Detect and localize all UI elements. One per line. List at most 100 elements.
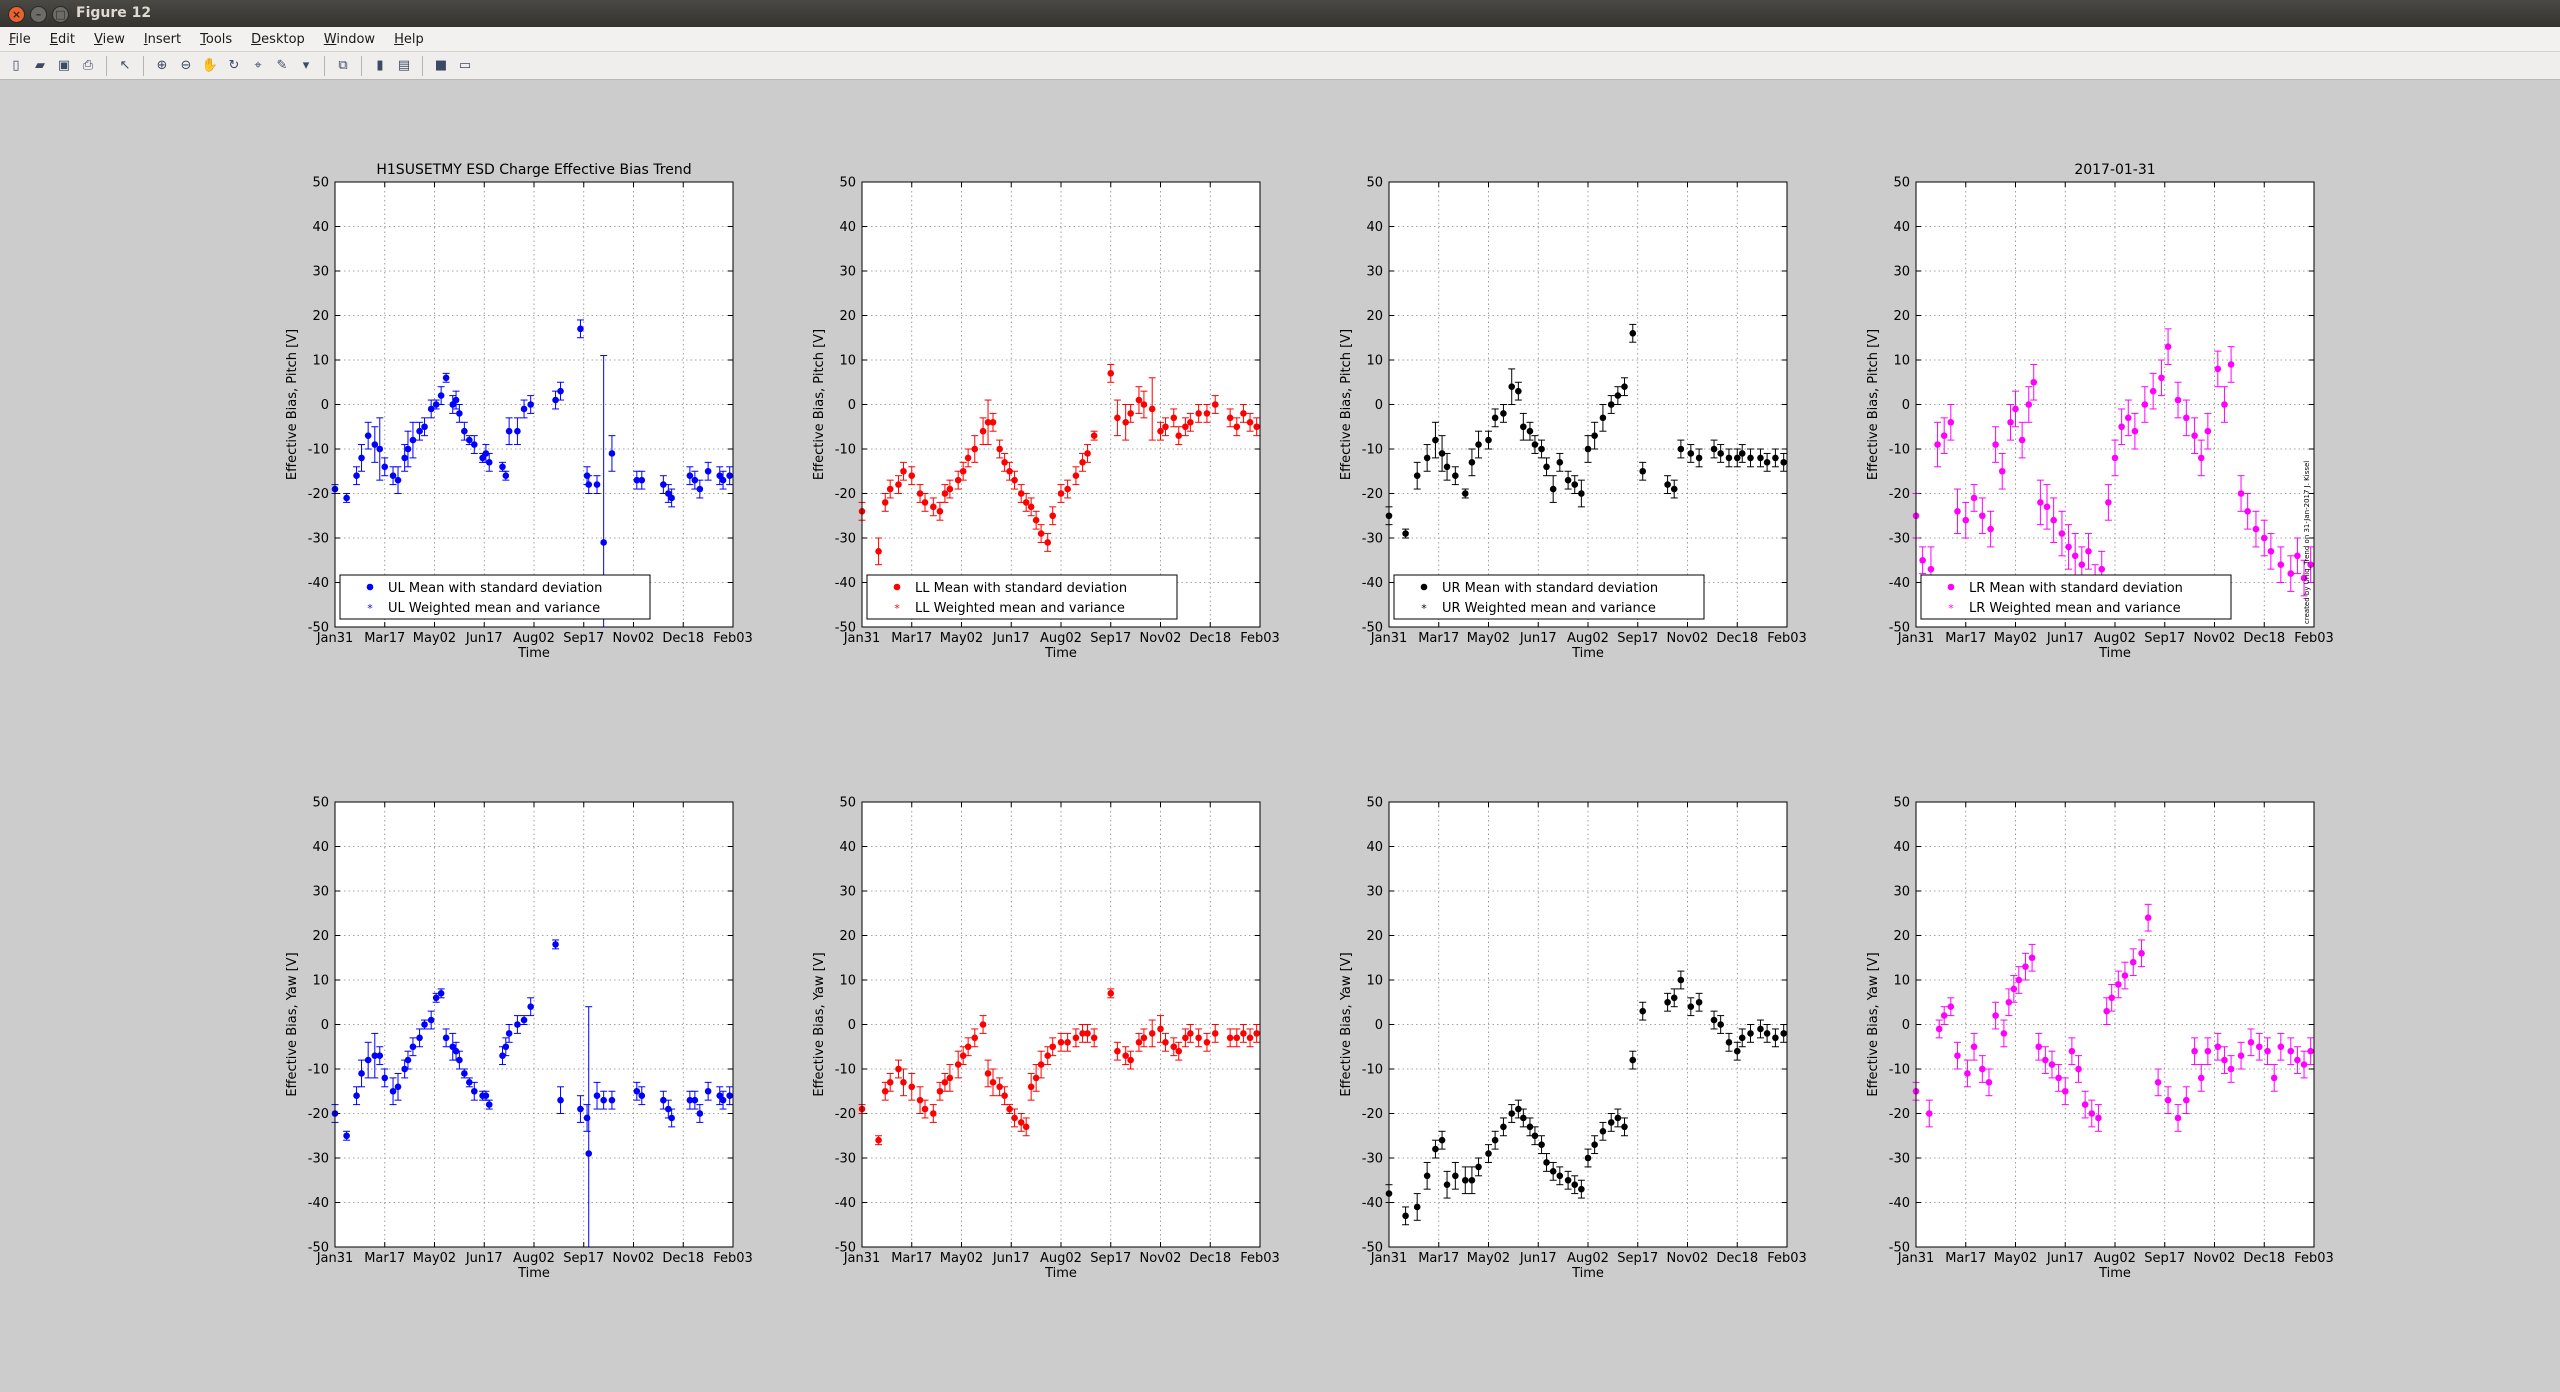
data-point (1413, 472, 1421, 480)
x-tick-label: Dec18 (1716, 1251, 1758, 1266)
brush-dropdown-icon[interactable]: ▾ (302, 58, 310, 73)
link-plot-icon[interactable]: ⧉ (338, 58, 348, 73)
weighted-mean-point: * (344, 494, 349, 505)
menu-view[interactable]: View (93, 31, 125, 47)
open-file-icon[interactable]: ▰ (35, 58, 45, 73)
menu-window[interactable]: Window (323, 31, 376, 47)
toolbar-separator (361, 55, 362, 76)
data-point (482, 1092, 490, 1099)
rotate-3d-icon[interactable]: ↻ (228, 58, 240, 73)
save-icon[interactable]: ▣ (57, 58, 71, 73)
weighted-mean-point: * (1609, 1118, 1614, 1129)
data-cursor-icon[interactable]: ⌖ (254, 58, 262, 73)
data-point (1443, 463, 1451, 471)
data-point (520, 405, 528, 413)
y-tick-label: -10 (1889, 443, 1910, 458)
hide-plot-tools-icon[interactable]: ■ (434, 58, 448, 73)
weighted-mean-point: * (2199, 1074, 2204, 1085)
print-icon[interactable]: ⎙ (82, 58, 94, 73)
data-point (1452, 472, 1459, 480)
x-tick-label: Nov02 (2194, 631, 2236, 646)
y-tick-label: -10 (308, 443, 329, 458)
zoom-in-icon[interactable]: ⊕ (156, 58, 168, 73)
weighted-mean-point: * (1469, 1176, 1474, 1187)
data-point (2012, 405, 2019, 413)
insert-legend-icon[interactable]: ▤ (397, 58, 411, 73)
y-tick-label: -40 (308, 576, 329, 591)
edit-plot-arrow-icon[interactable]: ↖ (119, 58, 131, 73)
data-point (1253, 1030, 1260, 1037)
data-point (2237, 490, 2245, 497)
weighted-mean-point: * (1108, 369, 1113, 380)
close-window-button[interactable]: × (8, 6, 25, 23)
menu-help[interactable]: Help (394, 31, 424, 47)
weighted-mean-point: * (1609, 401, 1614, 412)
data-point (875, 548, 882, 555)
data-point (1037, 1061, 1045, 1068)
x-tick-label: Nov02 (1140, 631, 1182, 646)
data-point (404, 445, 412, 453)
data-point (1468, 1176, 1476, 1184)
x-tick-label: May02 (940, 1251, 983, 1266)
y-tick-label: 50 (1366, 176, 1383, 191)
maximize-window-button[interactable]: □ (52, 6, 69, 23)
data-point (520, 1016, 528, 1024)
legend[interactable]: LR Mean with standard deviation * LR Weigh… (1920, 574, 2232, 620)
menu-tools[interactable]: Tools (200, 31, 233, 47)
weighted-mean-point: * (1665, 998, 1670, 1009)
weighted-mean-point: * (410, 1043, 415, 1054)
zoom-out-icon[interactable]: ⊖ (180, 58, 192, 73)
insert-colorbar-icon[interactable]: ▮ (376, 58, 384, 73)
minimize-window-button[interactable]: – (30, 6, 47, 23)
data-point (1979, 512, 1986, 520)
data-point (1670, 485, 1678, 493)
weighted-mean-point: * (515, 427, 520, 438)
data-point (1423, 454, 1431, 462)
grid-lines (862, 802, 1260, 1247)
data-point (1226, 414, 1234, 422)
weighted-mean-point: * (1024, 498, 1029, 509)
legend[interactable]: UR Mean with standard deviation * UR Weigh… (1393, 574, 1705, 620)
data-point (1044, 539, 1052, 546)
data-point (1011, 476, 1018, 484)
x-tick-label: Sep17 (1090, 631, 1131, 646)
y-tick-label: -40 (835, 1196, 856, 1211)
y-tick-label: 30 (1893, 885, 1910, 900)
weighted-mean-point: * (1963, 516, 1968, 527)
menu-file[interactable]: File (9, 31, 31, 47)
y-tick-label: -40 (308, 1196, 329, 1211)
weighted-mean-point: * (2229, 360, 2234, 371)
data-point (1084, 450, 1091, 457)
legend[interactable]: UL Mean with standard deviation * UL Weigh… (339, 574, 651, 620)
data-point (1443, 1181, 1451, 1188)
menu-insert[interactable]: Insert (143, 31, 182, 47)
data-point (2138, 950, 2145, 957)
weighted-mean-point: * (354, 1092, 359, 1103)
weighted-mean-point: * (1622, 1123, 1627, 1134)
weighted-mean-point: * (472, 1087, 477, 1098)
axes-box (334, 801, 734, 1248)
show-plot-tools-icon[interactable]: ▭ (458, 58, 472, 73)
weighted-mean-point: * (417, 1034, 422, 1045)
y-tick-label: -20 (308, 487, 329, 502)
weighted-mean-point: * (2023, 963, 2028, 974)
brush-icon[interactable]: ✎ (276, 58, 288, 73)
weighted-mean-point: * (1254, 423, 1259, 434)
y-tick-label: -20 (1889, 1107, 1910, 1122)
x-tick-label: Feb03 (1240, 631, 1280, 646)
x-tick-label: Feb03 (713, 631, 753, 646)
data-point (1187, 419, 1194, 426)
menu-desktop[interactable]: Desktop (251, 31, 305, 47)
data-point (2118, 423, 2125, 431)
data-point (404, 1056, 412, 1064)
data-point (1233, 1034, 1241, 1042)
weighted-mean-point: * (1937, 1025, 1942, 1036)
data-series: ****************************************… (1385, 970, 1788, 1226)
new-figure-icon[interactable]: ▯ (12, 58, 20, 73)
data-point (371, 441, 379, 448)
weighted-mean-point: * (1073, 472, 1078, 483)
legend[interactable]: LL Mean with standard deviation * LL Weigh… (866, 574, 1178, 620)
weighted-mean-point: * (1539, 1141, 1544, 1152)
menu-edit[interactable]: Edit (49, 31, 75, 47)
pan-hand-icon[interactable]: ✋ (201, 58, 219, 73)
